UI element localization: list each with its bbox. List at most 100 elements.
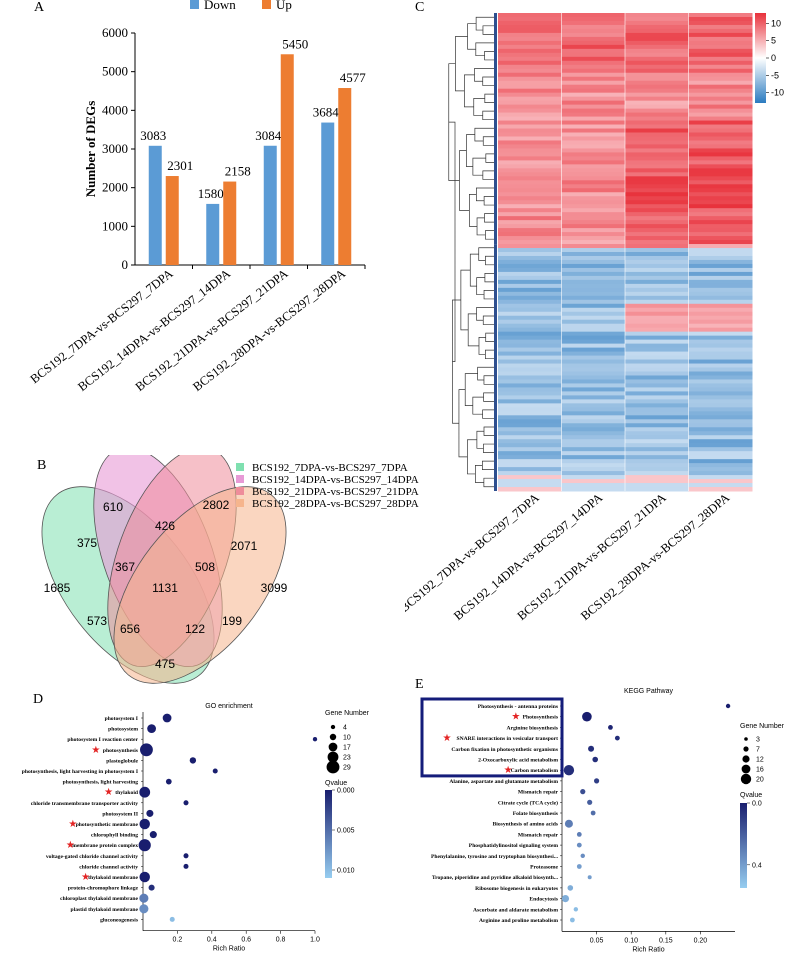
heatmap-cell — [561, 52, 626, 58]
heatmap-cell — [688, 387, 753, 392]
heatmap-cell — [625, 152, 689, 157]
heatmap-cell — [498, 228, 562, 233]
heatmap-cell — [625, 383, 689, 388]
data-label-up: 4577 — [340, 70, 367, 85]
heatmap-cell — [498, 112, 562, 118]
bar-up — [280, 54, 294, 266]
heatmap-cell — [688, 311, 753, 317]
heatmap-cell — [561, 331, 626, 337]
term-label: Citrate cycle (TCA cycle) — [498, 799, 558, 806]
term-label: SNARE interactions in vesicular transpor… — [456, 736, 558, 742]
heatmap-cell — [561, 84, 626, 90]
term-bubble — [183, 853, 189, 859]
heatmap-cell — [498, 447, 562, 452]
x-axis-title: Rich Ratio — [632, 946, 664, 953]
heatmap-cell — [561, 16, 626, 22]
heatmap-cell — [498, 307, 562, 313]
heatmap-cell — [498, 315, 562, 321]
heatmap-cell — [625, 471, 689, 476]
size-legend-title: Gene Number — [325, 710, 370, 717]
heatmap-cell — [561, 32, 626, 38]
heatmap-cell — [498, 403, 562, 408]
heatmap-cell — [688, 20, 753, 26]
heatmap-cell — [561, 144, 626, 149]
y-tick-label: 4000 — [102, 102, 128, 117]
heatmap-cell — [498, 68, 562, 74]
x-tick-label: 0.05 — [590, 937, 604, 944]
heatmap-cell — [625, 92, 689, 98]
heatmap-cell — [625, 116, 689, 122]
heatmap-cell — [625, 307, 689, 313]
heatmap-cell — [688, 307, 753, 313]
heatmap-cell — [625, 196, 689, 201]
heatmap-cell — [498, 212, 562, 217]
heatmap-cell — [498, 475, 562, 480]
heatmap-cell — [561, 132, 626, 137]
heatmap-cell — [625, 487, 689, 492]
heatmap-cell — [561, 120, 626, 126]
heatmap-cell — [561, 471, 626, 476]
heatmap-cell — [561, 467, 626, 472]
heatmap-cell — [688, 164, 753, 169]
heatmap-cell — [625, 395, 689, 400]
heatmap-cell — [561, 439, 626, 444]
size-legend-label: 4 — [343, 725, 347, 732]
panel-label-a: A — [34, 0, 45, 15]
x-tick-label: 0.4 — [207, 937, 217, 944]
heatmap-cell — [561, 176, 626, 181]
term-bubble — [588, 745, 595, 752]
heatmap-cell — [688, 36, 753, 42]
heatmap-cell — [498, 236, 562, 241]
x-tick-label: 0.8 — [276, 937, 286, 944]
heatmap-cell — [688, 212, 753, 217]
heatmap-cell — [625, 459, 689, 464]
heatmap-cell — [625, 295, 689, 301]
heatmap-cell — [498, 347, 562, 353]
heatmap-cell — [561, 407, 626, 412]
heatmap-cell — [688, 411, 753, 416]
term-label: Ribosome biogenesis in eukaryotes — [475, 886, 559, 892]
heatmap-cell — [625, 455, 689, 460]
colorbar-tick-label: 0.005 — [337, 828, 355, 835]
heatmap-cell — [498, 275, 562, 281]
term-label: thylakoid membrane — [88, 875, 138, 881]
heatmap-cell — [688, 487, 753, 492]
heatmap-cell — [498, 407, 562, 412]
venn-region-count: 1131 — [152, 581, 178, 595]
heatmap-cell — [688, 303, 753, 309]
heatmap-cell — [625, 200, 689, 205]
heatmap-cell — [625, 164, 689, 169]
heatmap-cell — [625, 323, 689, 329]
heatmap-cell — [498, 471, 562, 476]
highlight-star: ★ — [91, 745, 100, 756]
heatmap-cell — [498, 172, 562, 177]
term-bubble — [587, 875, 592, 880]
term-label: Proteasome — [530, 865, 558, 871]
heatmap-cell — [688, 395, 753, 400]
term-label: Biosynthesis of amino acids — [493, 822, 559, 828]
size-legend-label: 7 — [756, 747, 760, 754]
heatmap-cell — [625, 168, 689, 173]
heatmap-cell — [561, 335, 626, 341]
heatmap-cell — [498, 299, 562, 305]
heatmap-cell — [498, 140, 562, 145]
heatmap-cell — [498, 375, 562, 380]
term-bubble — [146, 809, 154, 817]
heatmap-cell — [498, 395, 562, 400]
heatmap-cell — [625, 216, 689, 221]
term-bubble — [561, 895, 570, 903]
row-dendrogram — [448, 16, 494, 488]
heatmap-cell — [688, 80, 753, 86]
venn-region-count: 426 — [155, 519, 175, 533]
heatmap-cell — [688, 176, 753, 181]
panel-label-d: D — [33, 692, 44, 707]
colorbar-tick-label: 10 — [771, 18, 781, 28]
heatmap-cell — [498, 244, 562, 249]
heatmap-cell — [625, 240, 689, 245]
term-bubble — [564, 819, 573, 828]
heatmap-cell — [688, 367, 753, 372]
term-bubble — [140, 743, 153, 757]
term-label: gluconeogenesis — [100, 917, 139, 923]
term-bubble — [139, 871, 150, 883]
heatmap-cell — [561, 339, 626, 345]
